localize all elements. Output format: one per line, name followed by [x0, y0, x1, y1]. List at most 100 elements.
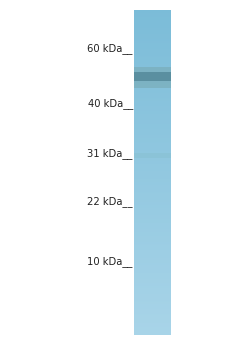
Bar — [134, 261, 171, 263]
Bar — [134, 115, 171, 117]
Bar — [134, 23, 171, 25]
Bar — [134, 138, 171, 140]
Bar — [134, 130, 171, 132]
Bar — [134, 198, 171, 200]
Bar — [134, 263, 171, 265]
Bar — [134, 192, 171, 193]
Bar — [134, 201, 171, 203]
Bar — [134, 13, 171, 15]
Bar — [134, 174, 171, 176]
Bar — [134, 65, 171, 67]
Bar — [134, 167, 171, 169]
Bar — [134, 308, 171, 310]
Bar — [134, 21, 171, 23]
Bar — [134, 15, 171, 17]
Bar — [134, 323, 171, 325]
Bar — [134, 20, 171, 22]
Text: 10 kDa__: 10 kDa__ — [87, 257, 133, 267]
Bar — [134, 94, 171, 96]
Bar — [134, 302, 171, 304]
Bar — [134, 120, 171, 122]
Text: 22 kDa__: 22 kDa__ — [87, 196, 133, 207]
Bar — [134, 128, 171, 130]
Bar — [134, 55, 171, 57]
Bar — [134, 52, 171, 54]
Bar — [134, 72, 171, 81]
Bar — [134, 211, 171, 213]
Bar — [134, 187, 171, 189]
Bar — [134, 185, 171, 187]
Bar — [134, 316, 171, 318]
Bar — [134, 32, 171, 34]
Bar — [134, 229, 171, 231]
Bar — [134, 219, 171, 221]
Bar — [134, 257, 171, 258]
Bar — [134, 11, 171, 14]
Bar — [134, 170, 171, 172]
Bar — [134, 196, 171, 198]
Bar — [134, 60, 171, 62]
Bar — [134, 333, 171, 335]
Bar — [134, 34, 171, 36]
Bar — [134, 239, 171, 241]
Bar — [134, 143, 171, 145]
Bar — [134, 50, 171, 52]
Bar — [134, 330, 171, 331]
Bar — [134, 222, 171, 224]
Bar — [134, 81, 171, 83]
Bar — [134, 250, 171, 252]
Bar — [134, 31, 171, 33]
Bar — [134, 73, 171, 75]
Bar — [134, 206, 171, 208]
Bar — [134, 42, 171, 44]
Bar — [134, 29, 171, 31]
Bar — [134, 71, 171, 73]
Bar — [134, 175, 171, 177]
Text: 60 kDa__: 60 kDa__ — [87, 44, 133, 54]
Bar — [134, 305, 171, 307]
Bar — [134, 105, 171, 107]
Bar — [134, 177, 171, 179]
Bar — [134, 140, 171, 142]
Bar — [134, 123, 171, 125]
Bar — [134, 184, 171, 185]
Bar — [134, 295, 171, 297]
Bar — [134, 131, 171, 134]
Bar — [134, 63, 171, 65]
Bar — [134, 70, 171, 72]
Bar — [134, 99, 171, 101]
Bar — [134, 208, 171, 210]
Bar — [134, 326, 171, 328]
Bar — [134, 227, 171, 229]
Bar — [134, 237, 171, 239]
Bar — [134, 16, 171, 18]
Bar — [134, 84, 171, 87]
Bar — [134, 122, 171, 124]
Bar — [134, 281, 171, 283]
Bar — [134, 146, 171, 148]
Bar — [134, 83, 171, 85]
Bar — [134, 204, 171, 207]
Bar — [134, 231, 171, 233]
Bar — [134, 159, 171, 161]
Bar — [134, 294, 171, 296]
Bar — [134, 144, 171, 146]
Bar — [134, 287, 171, 289]
Bar — [134, 156, 171, 158]
Bar — [134, 209, 171, 211]
Bar — [134, 41, 171, 43]
Bar — [134, 200, 171, 201]
Bar — [134, 282, 171, 284]
Bar — [134, 44, 171, 46]
Bar — [134, 312, 171, 314]
Bar — [134, 240, 171, 242]
Bar — [134, 313, 171, 315]
Bar — [134, 149, 171, 151]
Bar — [134, 321, 171, 323]
Bar — [134, 203, 171, 205]
Bar — [134, 188, 171, 190]
Bar — [134, 62, 171, 64]
Bar — [134, 290, 171, 292]
Bar — [134, 109, 171, 111]
Bar — [134, 67, 171, 69]
